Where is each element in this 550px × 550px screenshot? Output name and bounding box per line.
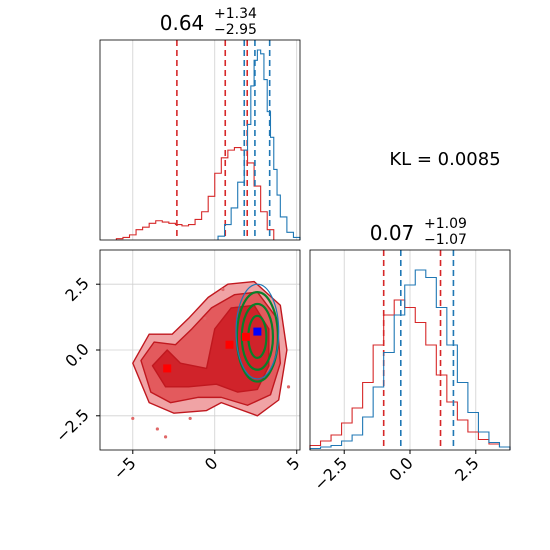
histogram-series-0: [115, 147, 275, 240]
marginal-y-title-minus: −1.07: [424, 232, 467, 248]
histogram-series-0: [309, 299, 511, 450]
x-tick-label: −2.5: [310, 453, 351, 494]
y-tick-label: 2.5: [61, 274, 92, 305]
y-tick-label: −2.5: [52, 405, 93, 446]
histogram-series-1: [217, 49, 301, 240]
x-tick-label: 5: [283, 453, 304, 474]
x-tick-label: 0: [201, 453, 222, 474]
blue-contour: [235, 283, 280, 380]
y-tick-label: 0.0: [61, 339, 92, 370]
green-contour-0: [235, 291, 279, 383]
x-tick-label: 2.5: [451, 453, 482, 484]
marginal-x-title-minus: −2.95: [214, 22, 257, 38]
red-peak-marker: [241, 332, 250, 341]
sample-point: [203, 316, 207, 321]
joint-contour-panel: −2.5 0.0 2.5 −5 0 5: [52, 249, 304, 484]
sample-point: [188, 416, 192, 421]
axes-frame: [99, 39, 301, 241]
x-tick-label: 0.0: [385, 453, 416, 484]
marginal-x-panel: 0.64 +1.34−2.95: [99, 6, 301, 241]
sample-point: [221, 287, 225, 292]
red-peak-marker: [225, 340, 234, 349]
kl-annotation: KL = 0.0085: [389, 149, 500, 170]
marginal-y-title: 0.07: [370, 221, 415, 245]
sample-point: [155, 427, 159, 431]
histogram-series-1: [309, 269, 511, 450]
sample-point: [286, 385, 291, 389]
marginal-x-title: 0.64: [160, 11, 205, 35]
red-peak-marker: [163, 364, 172, 373]
green-contour-1: [240, 302, 275, 371]
marginal-x-title-plus: +1.34: [214, 6, 257, 22]
marginal-y-panel: −2.5 0.0 2.5 0.07 +1.09−1.07: [309, 216, 511, 494]
marginal-y-title-plus: +1.09: [424, 216, 467, 232]
density-level-2: [151, 304, 270, 393]
sample-point: [163, 435, 168, 439]
blue-peak-marker: [253, 327, 262, 336]
x-tick-label: −5: [109, 453, 139, 483]
sample-point: [131, 416, 135, 421]
